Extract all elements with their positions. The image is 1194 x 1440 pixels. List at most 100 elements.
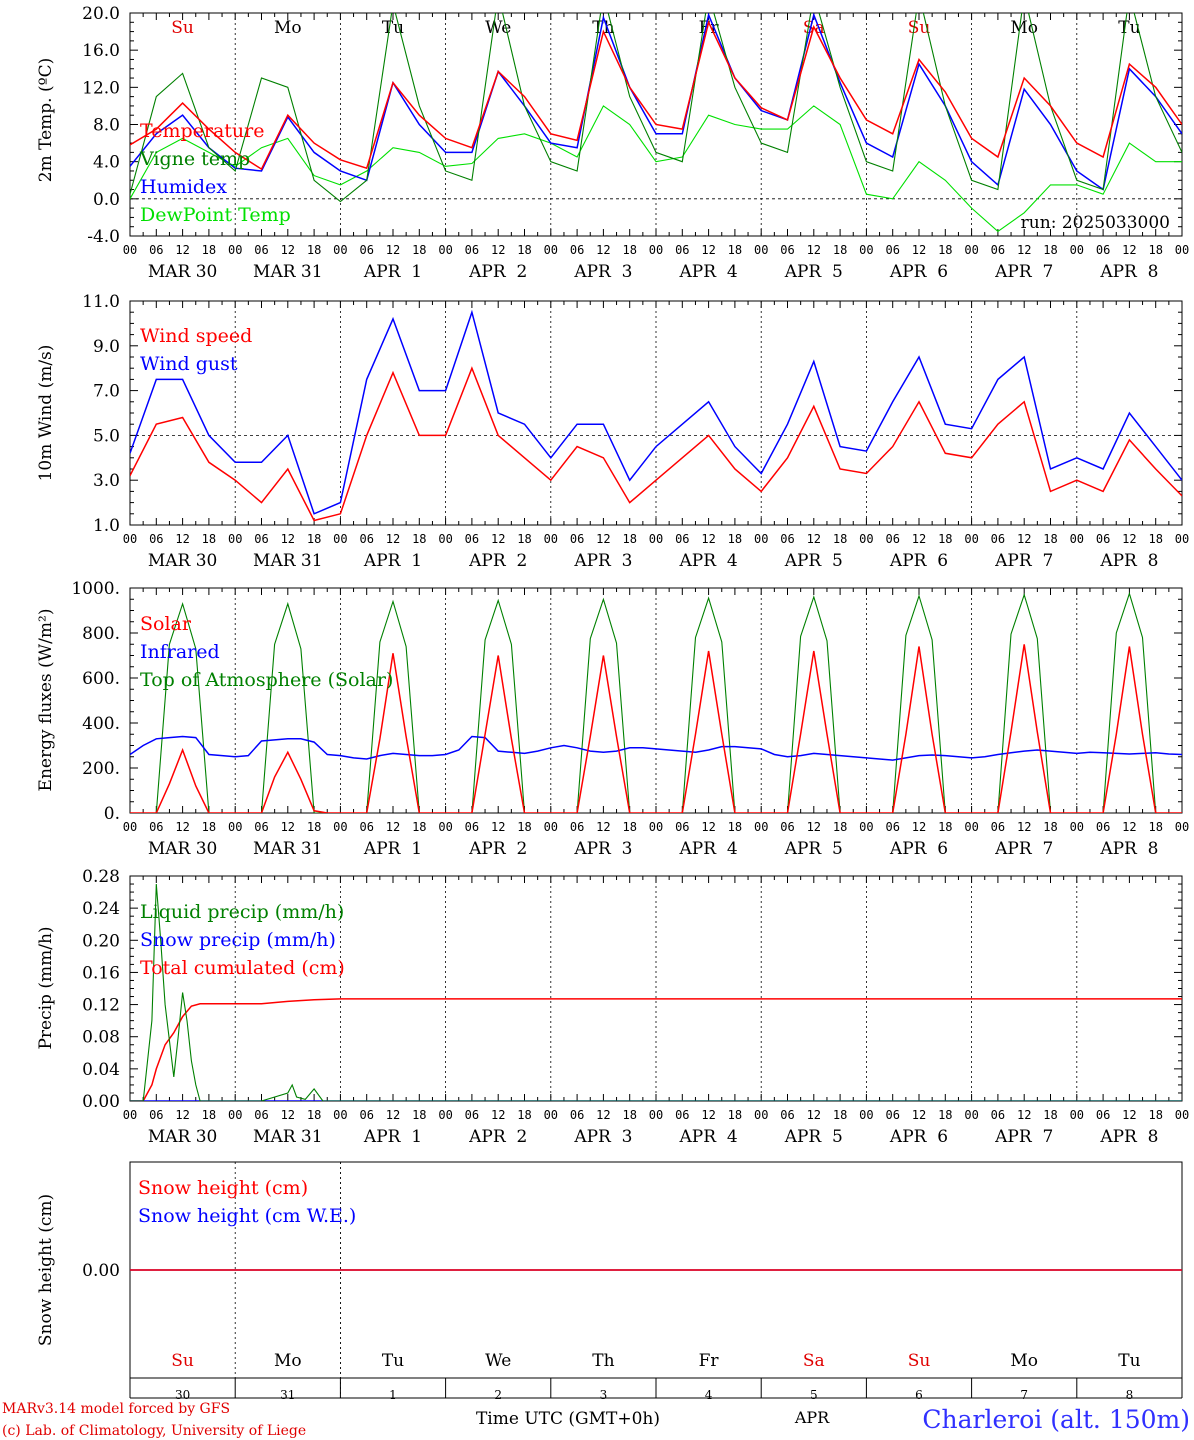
model-credit: MARv3.14 model forced by GFS — [2, 1401, 230, 1417]
hour-tick-label: 18 — [938, 532, 952, 546]
legend-entry: Humidex — [140, 176, 227, 198]
hour-tick-label: 06 — [149, 1108, 163, 1122]
date-label: APR 5 — [784, 1127, 843, 1147]
series-line-2 — [130, 998, 1182, 1101]
date-label: APR 6 — [889, 839, 948, 859]
weekday-label: Mo — [1010, 1351, 1038, 1371]
hour-tick-label: 12 — [596, 820, 610, 834]
date-label: MAR 30 — [148, 1127, 218, 1147]
series-line-1 — [130, 735, 1182, 761]
hour-tick-label: 00 — [333, 532, 347, 546]
hour-tick-label: 06 — [675, 532, 689, 546]
hour-tick-label: 00 — [754, 532, 768, 546]
hour-tick-label: 00 — [438, 1108, 452, 1122]
legend-entry: Liquid precip (mm/h) — [140, 901, 344, 923]
hour-tick-label: 06 — [149, 820, 163, 834]
hour-tick-label: 00 — [228, 1108, 242, 1122]
y-axis-label: Snow height (cm) — [36, 1194, 56, 1346]
y-tick-label: 0.16 — [82, 963, 120, 983]
hour-tick-label: 18 — [517, 243, 531, 257]
hour-tick-label: 18 — [622, 243, 636, 257]
legend-entry: Wind speed — [140, 325, 252, 347]
date-label: APR 7 — [994, 551, 1053, 571]
date-label: MAR 31 — [253, 839, 323, 859]
hour-tick-label: 12 — [912, 820, 926, 834]
y-tick-label: 9.0 — [93, 337, 120, 357]
hour-tick-label: 12 — [386, 243, 400, 257]
hour-tick-label: 18 — [202, 820, 216, 834]
hour-tick-label: 12 — [175, 1108, 189, 1122]
weekday-label: Su — [908, 1351, 931, 1371]
day-number-label: 3 — [600, 1388, 608, 1402]
y-tick-label: 5.0 — [93, 426, 120, 446]
y-tick-label: 0.20 — [82, 931, 120, 951]
y-tick-label: 0.00 — [82, 1261, 120, 1281]
hour-tick-label: 06 — [991, 1108, 1005, 1122]
day-number-label: 31 — [280, 1388, 295, 1402]
hour-tick-label: 00 — [754, 820, 768, 834]
legend-entry: Top of Atmosphere (Solar) — [140, 669, 393, 691]
date-label: APR 4 — [679, 839, 738, 859]
y-tick-label: 800. — [82, 624, 120, 644]
hour-tick-label: 00 — [754, 243, 768, 257]
hour-tick-label: 18 — [412, 243, 426, 257]
hour-tick-label: 18 — [412, 820, 426, 834]
y-tick-label: 4.0 — [93, 153, 120, 173]
y-tick-label: 8.0 — [93, 116, 120, 136]
hour-tick-label: 06 — [359, 1108, 373, 1122]
hour-tick-label: 18 — [307, 1108, 321, 1122]
hour-tick-label: 18 — [1043, 820, 1057, 834]
hour-tick-label: 12 — [386, 820, 400, 834]
hour-tick-label: 00 — [228, 532, 242, 546]
y-tick-label: 20.0 — [82, 4, 120, 24]
date-label: APR 6 — [889, 551, 948, 571]
day-number-label: 1 — [389, 1388, 397, 1402]
hour-tick-label: 18 — [412, 1108, 426, 1122]
hour-tick-label: 18 — [517, 820, 531, 834]
hour-tick-label: 12 — [1017, 1108, 1031, 1122]
day-number-label: 8 — [1126, 1388, 1134, 1402]
hour-tick-label: 00 — [649, 243, 663, 257]
legend-entry: Snow height (cm W.E.) — [138, 1205, 356, 1227]
hour-tick-label: 18 — [517, 532, 531, 546]
weekday-label: Su — [171, 18, 194, 38]
hour-tick-label: 12 — [281, 1108, 295, 1122]
hour-tick-label: 06 — [359, 820, 373, 834]
weekday-label: Tu — [1118, 18, 1140, 38]
hour-tick-label: 00 — [754, 1108, 768, 1122]
y-tick-label: 0.28 — [82, 867, 120, 887]
hour-tick-label: 12 — [701, 820, 715, 834]
hour-tick-label: 00 — [1175, 532, 1189, 546]
station-title: Charleroi (alt. 150m) — [922, 1405, 1190, 1434]
y-tick-label: 0. — [104, 804, 120, 824]
hour-tick-label: 00 — [333, 820, 347, 834]
y-tick-label: 0.00 — [82, 1092, 120, 1112]
hour-tick-label: 00 — [859, 532, 873, 546]
hour-tick-label: 12 — [1017, 243, 1031, 257]
hour-tick-label: 18 — [833, 1108, 847, 1122]
date-label: APR 5 — [784, 551, 843, 571]
hour-tick-label: 06 — [465, 820, 479, 834]
panel-snow: Su 30 Mo 31 Tu 1 We 2 Th 3 Fr 4 Sa 5 Su 6 Mo 7 Tu 8 0.00 Snow… — [36, 1161, 1183, 1402]
hour-tick-label: 12 — [175, 532, 189, 546]
y-tick-label: 400. — [82, 714, 120, 734]
hour-tick-label: 06 — [570, 820, 584, 834]
weekday-label: Sa — [803, 1351, 825, 1371]
hour-tick-label: 00 — [1070, 820, 1084, 834]
date-label: APR 6 — [889, 262, 948, 282]
hour-tick-label: 06 — [675, 820, 689, 834]
hour-tick-label: 00 — [123, 820, 137, 834]
weekday-label: Mo — [274, 1351, 302, 1371]
hour-tick-label: 18 — [728, 243, 742, 257]
copyright-credit: (c) Lab. of Climatology, University of L… — [2, 1423, 306, 1439]
hour-tick-label: 18 — [517, 1108, 531, 1122]
date-label: APR 3 — [573, 839, 632, 859]
hour-tick-label: 00 — [859, 1108, 873, 1122]
series-line-0 — [130, 644, 1182, 813]
date-label: APR 1 — [363, 551, 422, 571]
hour-tick-label: 06 — [254, 820, 268, 834]
hour-tick-label: 00 — [544, 820, 558, 834]
hour-tick-label: 06 — [675, 243, 689, 257]
month-label: APR — [794, 1408, 830, 1427]
